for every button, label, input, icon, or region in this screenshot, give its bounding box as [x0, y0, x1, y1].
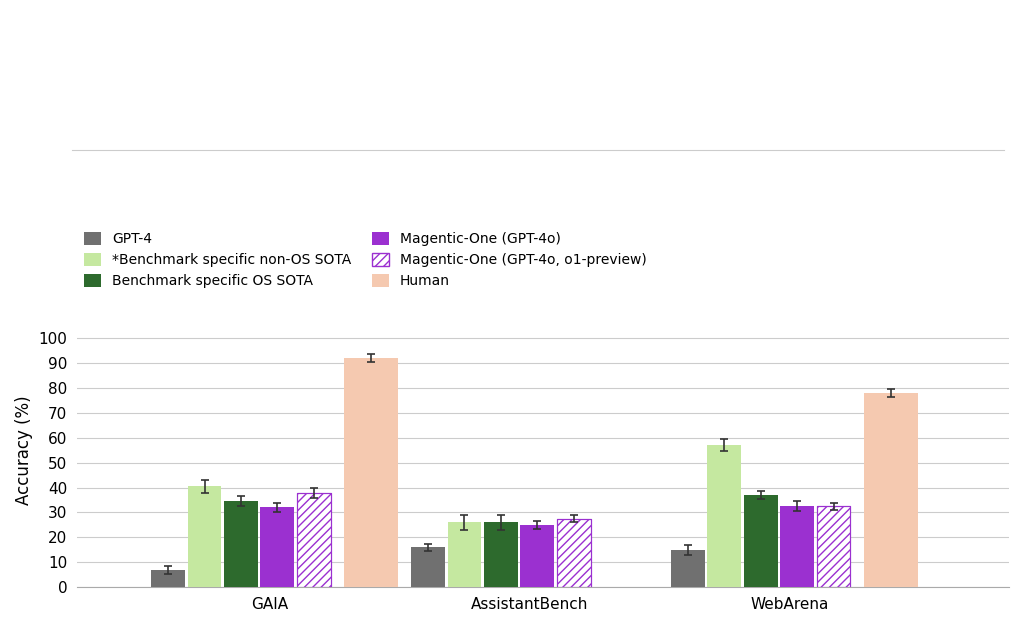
- Bar: [708, 445, 741, 587]
- Bar: [447, 522, 481, 587]
- Bar: [520, 525, 554, 587]
- Bar: [224, 501, 258, 587]
- Bar: [152, 570, 185, 587]
- Bar: [412, 547, 445, 587]
- Bar: [297, 493, 331, 587]
- Bar: [557, 519, 591, 587]
- Bar: [671, 550, 705, 587]
- Legend: GPT-4, *Benchmark specific non-OS SOTA, Benchmark specific OS SOTA, Magentic-One: GPT-4, *Benchmark specific non-OS SOTA, …: [84, 232, 646, 288]
- Bar: [187, 487, 221, 587]
- Bar: [780, 506, 814, 587]
- Bar: [557, 519, 591, 587]
- Bar: [297, 493, 331, 587]
- Bar: [260, 507, 294, 587]
- Bar: [817, 506, 851, 587]
- Bar: [344, 358, 398, 587]
- Bar: [864, 393, 919, 587]
- Bar: [484, 522, 518, 587]
- Bar: [817, 506, 851, 587]
- Bar: [743, 495, 777, 587]
- Y-axis label: Accuracy (%): Accuracy (%): [15, 396, 33, 505]
